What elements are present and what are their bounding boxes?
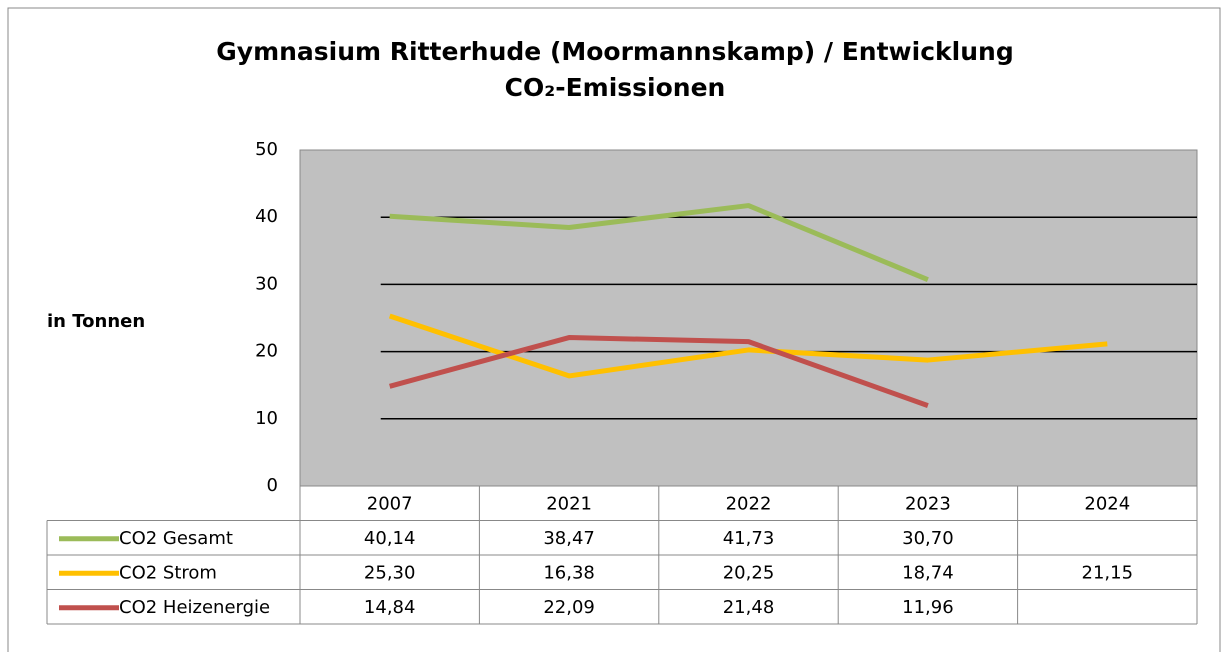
table-value: 25,30 — [364, 562, 416, 583]
series-line — [389, 203, 929, 283]
y-tick-label: 50 — [255, 139, 278, 160]
x-tick-label: 2007 — [367, 493, 413, 514]
y-tick-label: 30 — [255, 273, 278, 294]
y-tick-label: 10 — [255, 408, 278, 429]
table-value: 16,38 — [543, 562, 595, 583]
table-value: 41,73 — [723, 528, 775, 549]
x-tick-label: 2021 — [546, 493, 592, 514]
y-tick-label: 20 — [255, 341, 278, 362]
plot-area — [299, 149, 1198, 487]
table-value: 11,96 — [902, 597, 954, 618]
y-axis-label: in Tonnen — [47, 311, 145, 332]
chart-title: Gymnasium Ritterhude (Moormannskamp) / E… — [216, 37, 1014, 102]
table-value: 21,15 — [1082, 562, 1134, 583]
y-tick-label: 40 — [255, 206, 278, 227]
table-value: 18,74 — [902, 562, 954, 583]
table-value: 38,47 — [543, 528, 595, 549]
legend-label: CO2 Strom — [119, 562, 217, 583]
table-value: 20,25 — [723, 562, 775, 583]
x-tick-label: 2024 — [1084, 493, 1130, 514]
table-value: 30,70 — [902, 528, 954, 549]
table-value: 40,14 — [364, 528, 416, 549]
legend-label: CO2 Gesamt — [119, 528, 233, 549]
table-value: 21,48 — [723, 597, 775, 618]
table-value: 14,84 — [364, 597, 416, 618]
legend-label: CO2 Heizenergie — [119, 597, 270, 618]
x-tick-label: 2023 — [905, 493, 951, 514]
x-tick-label: 2022 — [726, 493, 772, 514]
series-line — [389, 335, 929, 408]
y-tick-label: 0 — [267, 475, 278, 496]
table-value: 22,09 — [543, 597, 595, 618]
